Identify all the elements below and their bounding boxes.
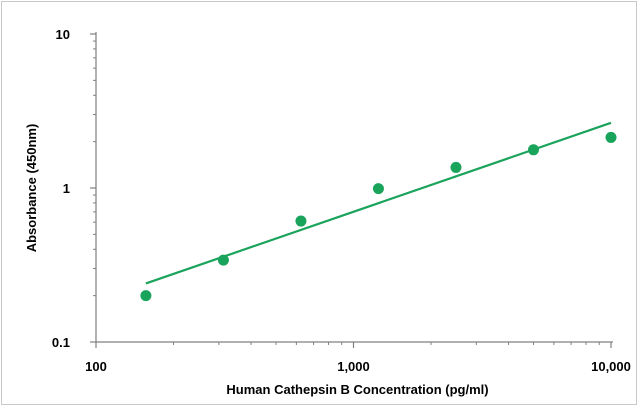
x-tick-label: 10,000: [591, 359, 631, 374]
x-axis-title: Human Cathepsin B Concentration (pg/ml): [226, 382, 488, 397]
y-tick-label: 10: [56, 27, 70, 42]
data-point: [217, 254, 229, 266]
y-tick-label: 0.1: [52, 335, 70, 350]
data-point: [295, 215, 307, 227]
trendline: [145, 121, 612, 285]
data-point: [527, 144, 539, 156]
y-axis-ticks: 0.1 1 10: [52, 27, 96, 350]
axes: [93, 32, 613, 345]
data-point: [605, 131, 617, 143]
data-point: [372, 183, 384, 195]
trendline-group: [145, 121, 612, 285]
y-axis-title: Absorbance (450nm): [24, 124, 39, 253]
y-tick-label: 1: [63, 181, 70, 196]
data-point: [450, 161, 462, 173]
data-point: [140, 290, 152, 302]
x-tick-label: 100: [85, 359, 107, 374]
data-points: [140, 131, 617, 302]
x-tick-label: 1,000: [337, 359, 370, 374]
x-axis-ticks: 100 1,000 10,000: [85, 342, 631, 374]
